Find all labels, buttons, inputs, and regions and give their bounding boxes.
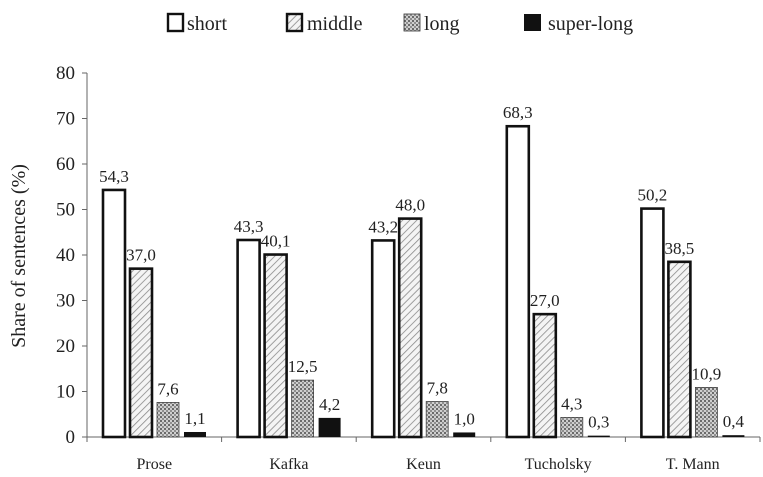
- bars: [101, 124, 745, 439]
- legend-item-long: long: [403, 13, 460, 35]
- data-label: 10,9: [692, 364, 722, 383]
- y-tick-label: 40: [56, 245, 75, 266]
- legend: short middle long super-long: [166, 12, 633, 35]
- legend-label-middle: middle: [307, 13, 363, 35]
- y-tick-label: 20: [56, 336, 75, 357]
- bar-long: [156, 402, 180, 438]
- data-label: 0,4: [723, 412, 745, 431]
- legend-label-short: short: [187, 13, 227, 35]
- legend-swatch-middle: [285, 12, 304, 33]
- bar-super-long: [318, 417, 341, 437]
- bar-super-long: [184, 431, 206, 437]
- bar-middle: [667, 260, 692, 439]
- y-tick-label: 60: [56, 154, 75, 175]
- legend-label-super-long: super-long: [548, 13, 633, 35]
- data-label: 40,1: [261, 232, 291, 251]
- bar-short: [101, 188, 127, 439]
- category-label: Keun: [406, 456, 441, 473]
- legend-item-short: short: [166, 12, 227, 35]
- bar-long: [560, 417, 584, 438]
- bar-short: [640, 207, 665, 439]
- axes: 0 10 20 30 40 50 60 70 80 Prose Kafka Keun Tucholsky…: [56, 63, 761, 473]
- data-label: 37,0: [126, 246, 156, 265]
- category-label: Kafka: [269, 456, 308, 473]
- bar-middle: [532, 312, 558, 439]
- y-tick-label: 80: [56, 63, 75, 84]
- bar-short: [370, 239, 396, 439]
- data-label: 1,1: [184, 409, 205, 428]
- y-tick-label: 0: [66, 427, 76, 448]
- category-label: Prose: [137, 456, 173, 473]
- bar-middle: [397, 217, 423, 439]
- data-label: 43,3: [234, 217, 264, 236]
- data-label: 12,5: [288, 357, 318, 376]
- data-label: 38,5: [665, 239, 695, 258]
- data-labels: 54,3 37,0 7,6 1,1 43,340,1 12,54,2 43,2 48,0 7,8…: [99, 103, 744, 431]
- data-label: 4,3: [561, 394, 582, 413]
- y-tick-label: 50: [56, 200, 75, 221]
- y-tick-label: 10: [56, 382, 75, 403]
- legend-swatch-short: [166, 12, 185, 33]
- y-tick-label: 70: [56, 109, 75, 130]
- data-label: 43,2: [368, 217, 398, 236]
- bar-middle: [263, 253, 288, 439]
- bar-short: [236, 238, 261, 439]
- bar-long: [425, 401, 449, 438]
- legend-swatch-super-long: [524, 14, 541, 31]
- legend-item-super-long: super-long: [524, 13, 633, 35]
- data-label: 68,3: [503, 103, 533, 122]
- legend-label-long: long: [424, 13, 460, 35]
- y-axis-title: Share of sentences (%): [8, 164, 30, 348]
- data-label: 0,3: [588, 413, 609, 432]
- bar-short: [505, 124, 531, 439]
- legend-item-middle: middle: [285, 12, 363, 35]
- data-label: 7,8: [427, 379, 448, 398]
- bar-super-long: [587, 435, 610, 437]
- data-label: 1,0: [454, 409, 475, 428]
- category-label: Tucholsky: [525, 456, 592, 473]
- data-label: 54,3: [99, 167, 129, 186]
- bar-super-long: [453, 432, 476, 437]
- bar-long: [291, 379, 315, 438]
- legend-swatch-long: [403, 13, 421, 32]
- data-label: 7,6: [157, 379, 178, 398]
- bar-super-long: [722, 435, 745, 437]
- bar-middle: [128, 267, 154, 439]
- data-label: 27,0: [530, 291, 560, 310]
- data-label: 48,0: [395, 196, 425, 215]
- data-label: 4,2: [319, 395, 340, 414]
- bar-long: [695, 387, 718, 438]
- y-tick-label: 30: [56, 291, 75, 312]
- category-label: T. Mann: [666, 456, 720, 473]
- data-label: 50,2: [638, 186, 668, 205]
